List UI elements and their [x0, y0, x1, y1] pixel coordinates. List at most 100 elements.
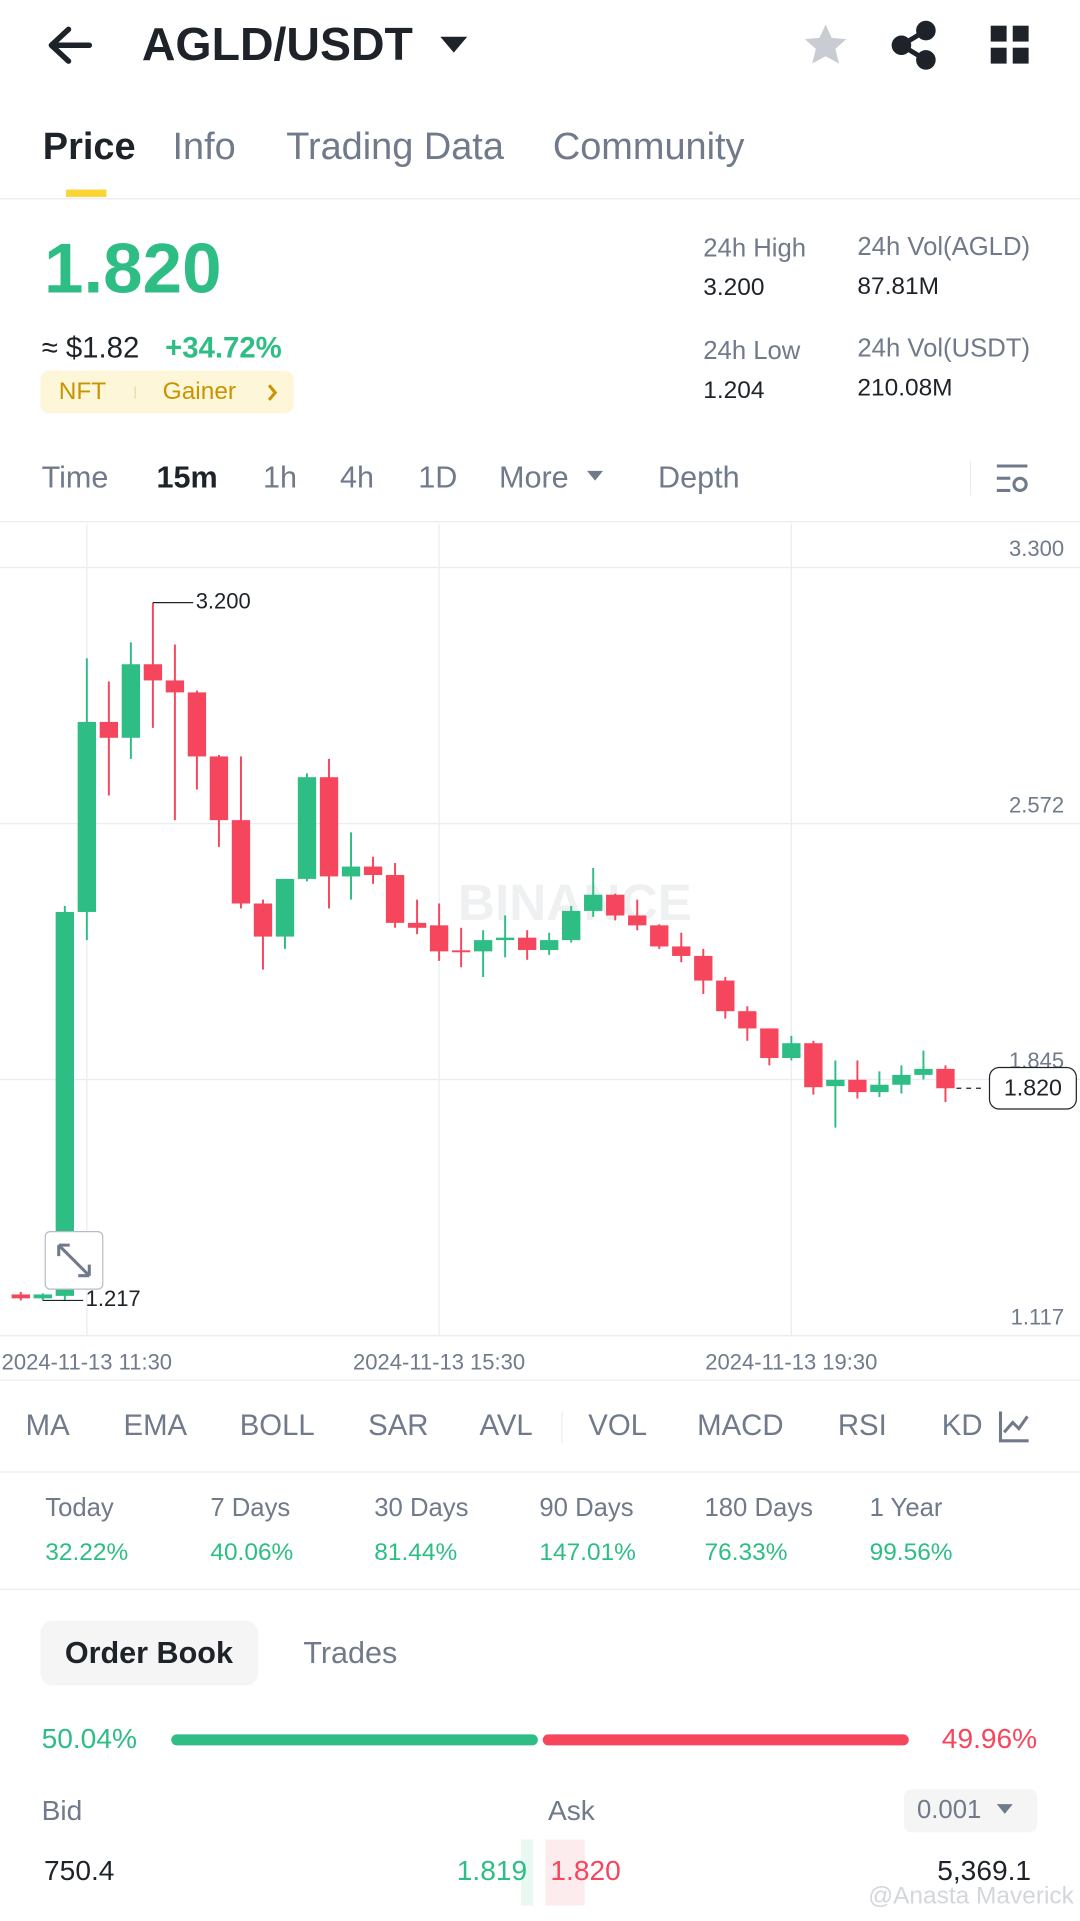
bid-amount: 750.4 — [44, 1855, 114, 1886]
share-button[interactable] — [891, 20, 936, 70]
candle-body — [517, 937, 537, 950]
grid-button[interactable] — [990, 25, 1029, 64]
high-marker-label: 3.200 — [196, 588, 251, 613]
stat-value: 210.08M — [857, 374, 952, 401]
stat-label: 24h High — [703, 234, 806, 262]
order-book-tab[interactable]: Trades — [303, 1636, 397, 1670]
grid-icon — [990, 25, 1007, 42]
grid-icon — [990, 47, 1007, 64]
candle-body — [473, 940, 493, 952]
indicator-settings[interactable] — [998, 1411, 1029, 1443]
candle-body — [363, 866, 383, 876]
performance-value: 147.01% — [539, 1539, 636, 1566]
tab[interactable]: Community — [553, 126, 745, 168]
indicator[interactable]: KD — [942, 1409, 983, 1442]
precision[interactable]: 0.001 — [917, 1796, 981, 1824]
stat-label: 24h Vol(USDT) — [857, 335, 1030, 363]
order-book-tab-bg — [40, 1620, 259, 1686]
last-price-label: 1.820 — [1004, 1075, 1062, 1101]
ask-share: 49.96% — [942, 1723, 1037, 1754]
more-dropdown[interactable] — [587, 470, 603, 481]
favorite-star[interactable] — [804, 24, 847, 64]
ask-price: 1.820 — [550, 1855, 620, 1886]
pair-title[interactable]: AGLD/USDT — [142, 18, 413, 70]
interval[interactable]: 1h — [263, 461, 297, 495]
candle-body — [341, 866, 361, 877]
last-price: 1.820 — [44, 230, 221, 309]
expand-icon — [57, 1243, 91, 1278]
back-button[interactable] — [48, 26, 93, 64]
candle-body — [165, 680, 185, 693]
candle-body — [760, 1028, 779, 1058]
candle-body — [936, 1068, 955, 1089]
indicator[interactable]: AVL — [479, 1409, 532, 1442]
grid-icon — [1012, 47, 1029, 64]
stat-value: 1.204 — [703, 377, 764, 404]
ask-depth — [545, 1839, 585, 1906]
last-price-box — [988, 1066, 1077, 1110]
y-tick-label: 2.572 — [1009, 792, 1064, 817]
stat-label: 24h Vol(AGLD) — [857, 233, 1030, 261]
candle-body — [606, 894, 625, 916]
interval[interactable]: 4h — [340, 461, 374, 495]
indicator[interactable]: BOLL — [240, 1409, 315, 1442]
indicator[interactable]: VOL — [588, 1409, 647, 1442]
interval[interactable]: Depth — [658, 461, 740, 495]
pair-dropdown[interactable] — [440, 36, 468, 53]
performance-value: 76.33% — [705, 1539, 788, 1566]
tag-box[interactable] — [40, 370, 294, 414]
low-marker-label: 1.217 — [86, 1286, 141, 1311]
candle-body — [562, 910, 581, 941]
chart-settings[interactable] — [996, 464, 1028, 492]
candle-body — [77, 721, 97, 912]
bid-share-bar — [171, 1734, 538, 1746]
candle-body — [319, 777, 339, 877]
tag-chevron — [267, 384, 278, 401]
tab[interactable]: Price — [43, 126, 136, 168]
candle-body — [187, 692, 207, 757]
ask-header: Ask — [548, 1795, 596, 1826]
candle-body — [672, 946, 691, 956]
precision-box[interactable] — [903, 1789, 1038, 1833]
indicator[interactable]: SAR — [368, 1409, 428, 1442]
order-book-tab[interactable]: Order Book — [65, 1636, 234, 1670]
performance-label: Today — [45, 1494, 114, 1522]
candle-body — [11, 1294, 30, 1299]
ask-amount: 5,369.1 — [937, 1855, 1031, 1886]
candle-body — [33, 1294, 52, 1299]
interval[interactable]: 1D — [418, 461, 457, 495]
x-tick-label: 2024-11-13 11:30 — [2, 1350, 172, 1375]
bid-price: 1.819 — [457, 1855, 527, 1886]
interval[interactable]: 15m — [157, 461, 218, 495]
stat-value: 87.81M — [857, 273, 939, 300]
x-tick-label: 2024-11-13 19:30 — [705, 1350, 877, 1375]
candle-body — [738, 1011, 757, 1029]
indicator[interactable]: MA — [26, 1409, 70, 1442]
grid-icon — [1012, 25, 1029, 42]
candle-body — [716, 980, 735, 1012]
candle-body — [99, 721, 119, 738]
candle-body — [407, 922, 427, 928]
bid-share: 50.04% — [42, 1723, 137, 1754]
indicator[interactable]: RSI — [838, 1409, 887, 1442]
ask-share-bar — [542, 1734, 909, 1746]
performance-label: 90 Days — [539, 1494, 633, 1522]
candle-body — [540, 940, 559, 950]
performance-label: 180 Days — [705, 1494, 813, 1522]
candle-body — [804, 1043, 823, 1088]
y-tick-label: 3.300 — [1009, 536, 1064, 561]
stat-label: 24h Low — [703, 337, 801, 365]
interval[interactable]: More — [499, 461, 569, 495]
candle-body — [848, 1079, 867, 1093]
performance-label: 30 Days — [374, 1494, 468, 1522]
indicator[interactable]: EMA — [124, 1409, 188, 1442]
tab[interactable]: Info — [172, 126, 235, 168]
indicator[interactable]: MACD — [697, 1409, 783, 1442]
candle-body — [385, 875, 405, 923]
tab[interactable]: Trading Data — [286, 126, 505, 168]
candle-body — [121, 664, 141, 738]
share-icon — [896, 28, 928, 63]
candle-body — [209, 756, 229, 821]
